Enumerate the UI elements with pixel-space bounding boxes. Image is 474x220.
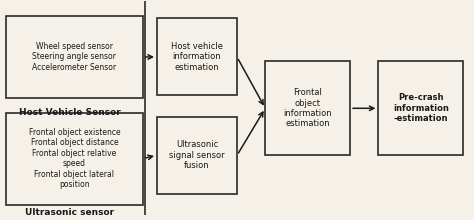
FancyBboxPatch shape — [157, 117, 237, 194]
Text: Ultrasonic sensor: Ultrasonic sensor — [25, 208, 114, 217]
Text: Host Vehicle Sensor: Host Vehicle Sensor — [19, 108, 120, 117]
FancyBboxPatch shape — [6, 16, 143, 98]
FancyBboxPatch shape — [378, 61, 463, 155]
FancyBboxPatch shape — [157, 18, 237, 95]
Text: Frontal object existence
Frontal object distance
Frontal object relative
speed
F: Frontal object existence Frontal object … — [28, 128, 120, 189]
Text: Wheel speed sensor
Steering angle sensor
Accelerometer Sensor: Wheel speed sensor Steering angle sensor… — [32, 42, 117, 72]
Text: Host vehicle
information
estimation: Host vehicle information estimation — [171, 42, 223, 72]
Text: Ultrasonic
signal sensor
fusion: Ultrasonic signal sensor fusion — [169, 140, 225, 170]
FancyBboxPatch shape — [6, 113, 143, 205]
FancyBboxPatch shape — [265, 61, 350, 155]
Text: Frontal
object
information
estimation: Frontal object information estimation — [283, 88, 332, 128]
Text: Pre-crash
information
-estimation: Pre-crash information -estimation — [393, 94, 449, 123]
